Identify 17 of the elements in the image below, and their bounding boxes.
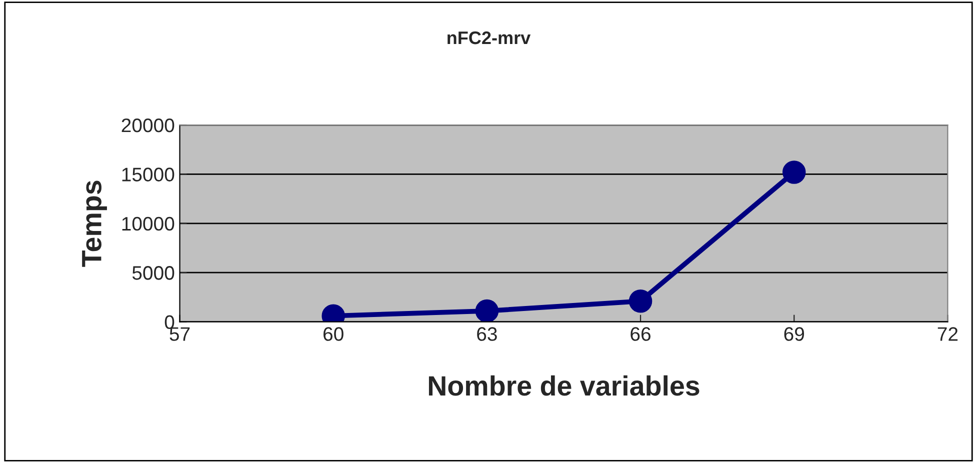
point bbox=[628, 289, 652, 313]
y-tick-label: 10000 bbox=[122, 216, 174, 231]
point bbox=[782, 160, 806, 184]
chart-title: nFC2-mrv bbox=[448, 31, 531, 44]
y-tick-label: 20000 bbox=[122, 118, 174, 132]
x-tick-label: 57 bbox=[170, 327, 190, 341]
y-tick-label: 0 bbox=[164, 315, 174, 330]
point bbox=[475, 299, 499, 322]
x-tick-label: 60 bbox=[324, 327, 344, 341]
x-axis-title: Nombre de variables bbox=[428, 375, 700, 396]
x-tick-label: 69 bbox=[784, 327, 804, 341]
x-tick-label: 63 bbox=[477, 327, 497, 341]
x-tick-label: 66 bbox=[630, 327, 650, 341]
y-tick-label: 5000 bbox=[132, 266, 174, 280]
x-tick-label: 72 bbox=[938, 327, 958, 341]
y-tick-label: 15000 bbox=[122, 168, 174, 182]
y-axis-title: Temps bbox=[82, 180, 107, 267]
